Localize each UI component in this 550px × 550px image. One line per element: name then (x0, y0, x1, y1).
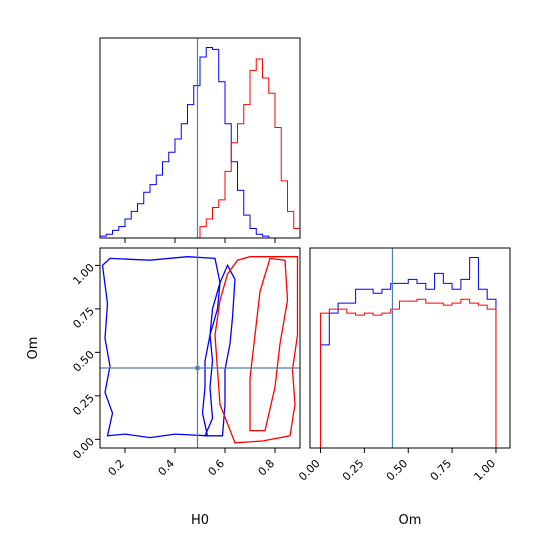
red-contour-line (249, 257, 289, 432)
om-hist-x-ticks: 0.00 0.25 0.50 0.75 1.00 (296, 448, 498, 483)
x-tick-label: 0.75 (428, 457, 455, 484)
y-tick-label: 1.00 (70, 261, 97, 288)
y-axis-title-om: Om (26, 337, 41, 360)
h0-om-contour-panel: 0.2 0.4 0.6 0.8 0.00 0.25 0.50 0.75 1.00 H0 Om (26, 247, 301, 528)
h0-histogram-frame (99, 37, 301, 239)
om-histogram-plot (320, 248, 497, 448)
y-tick-label: 0.50 (70, 348, 97, 375)
x-tick-label: 0.8 (256, 457, 278, 479)
x-tick-label: 1.00 (472, 457, 499, 484)
x-tick-label: 0.25 (340, 457, 367, 484)
contour-x-ticks: 0.2 0.4 0.6 0.8 (106, 448, 278, 479)
om-histogram-panel: 0.00 0.25 0.50 0.75 1.00 Om (296, 247, 511, 528)
red-histogram-step (320, 298, 497, 448)
x-tick-label: 0.4 (156, 457, 178, 479)
red-contour-line (214, 256, 299, 444)
h0-om-contour-frame (99, 247, 301, 449)
blue-contour-line (204, 263, 236, 437)
h0-histogram-panel (99, 37, 301, 243)
truth-marker (195, 366, 200, 370)
blue-contour-line (101, 256, 221, 439)
h0-om-contour-plot (100, 248, 300, 448)
contour-lines (101, 256, 299, 444)
x-tick-label: 0.00 (296, 457, 323, 484)
x-tick-label: 0.2 (106, 457, 128, 479)
x-tick-label: 0.6 (206, 457, 228, 479)
y-tick-label: 0.25 (70, 392, 97, 419)
om-histogram-frame (309, 247, 511, 449)
blue-histogram-step (320, 257, 497, 448)
x-tick-label: 0.50 (384, 457, 411, 484)
x-axis-title-h0: H0 (191, 513, 209, 528)
y-tick-label: 0.75 (70, 305, 97, 332)
y-tick-label: 0.00 (70, 435, 97, 462)
h0-histogram-plot (99, 38, 301, 243)
x-axis-title-om: Om (399, 513, 422, 528)
contour-y-ticks: 0.00 0.25 0.50 0.75 1.00 (70, 261, 100, 462)
blue-histogram-step (99, 47, 300, 239)
